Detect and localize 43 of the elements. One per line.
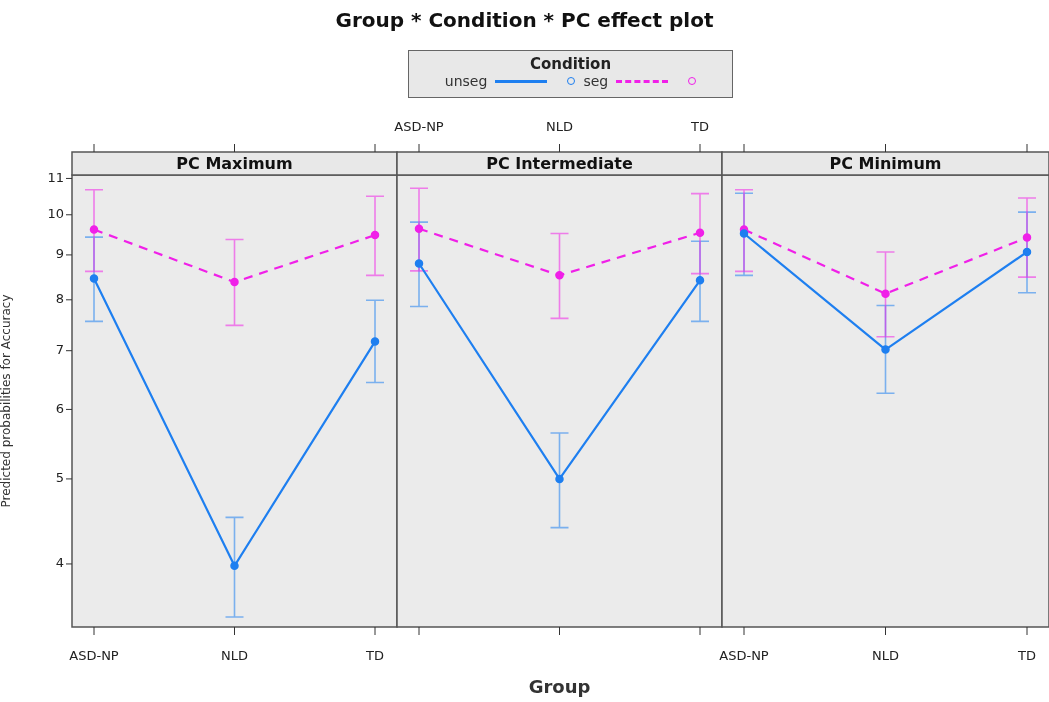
point <box>414 259 424 268</box>
point <box>370 230 380 240</box>
x-tick-label: TD <box>690 118 709 134</box>
point <box>555 271 564 280</box>
y-tick-label: 8 <box>55 291 64 307</box>
point <box>1022 233 1032 242</box>
point <box>881 289 890 298</box>
x-tick-label: ASD-NP <box>69 648 119 664</box>
y-tick-label: 5 <box>55 470 64 486</box>
x-tick-label: NLD <box>546 118 573 134</box>
point <box>739 229 749 238</box>
point <box>414 224 424 233</box>
point <box>695 228 705 237</box>
point <box>370 337 380 346</box>
chart-subtitle: PC Minimum <box>829 153 942 173</box>
point <box>89 225 99 234</box>
x-axis-title: Group <box>528 675 591 697</box>
y-tick-label: 11 <box>47 169 64 185</box>
legend-label: unseg <box>444 73 488 89</box>
legend-title: Condition <box>528 55 613 73</box>
chart-subtitle: PC Maximum <box>176 153 293 173</box>
point <box>1022 247 1032 257</box>
x-tick-label: ASD-NP <box>394 118 444 134</box>
y-tick-label: 7 <box>55 342 64 358</box>
chart-title: Group * Condition * PC effect plot <box>334 8 715 32</box>
point <box>89 274 99 283</box>
y-axis-title: Predicted probabilities for Accuracy <box>0 294 14 508</box>
point <box>230 561 239 571</box>
point <box>230 277 239 287</box>
y-tick-label: 4 <box>55 555 64 571</box>
x-tick-label: TD <box>1017 648 1036 664</box>
point <box>555 474 564 484</box>
y-tick-label: 6 <box>55 400 64 416</box>
y-tick-label: 9 <box>55 246 64 262</box>
x-tick-label: TD <box>365 648 384 664</box>
x-tick-label: NLD <box>221 648 248 664</box>
x-tick-label: NLD <box>872 648 899 664</box>
y-tick-label: 10 <box>47 206 64 222</box>
chart-subtitle: PC Intermediate <box>486 153 633 173</box>
point <box>881 345 890 354</box>
x-tick-label: ASD-NP <box>719 648 769 664</box>
point <box>695 276 705 285</box>
legend-label: seg <box>583 73 609 89</box>
